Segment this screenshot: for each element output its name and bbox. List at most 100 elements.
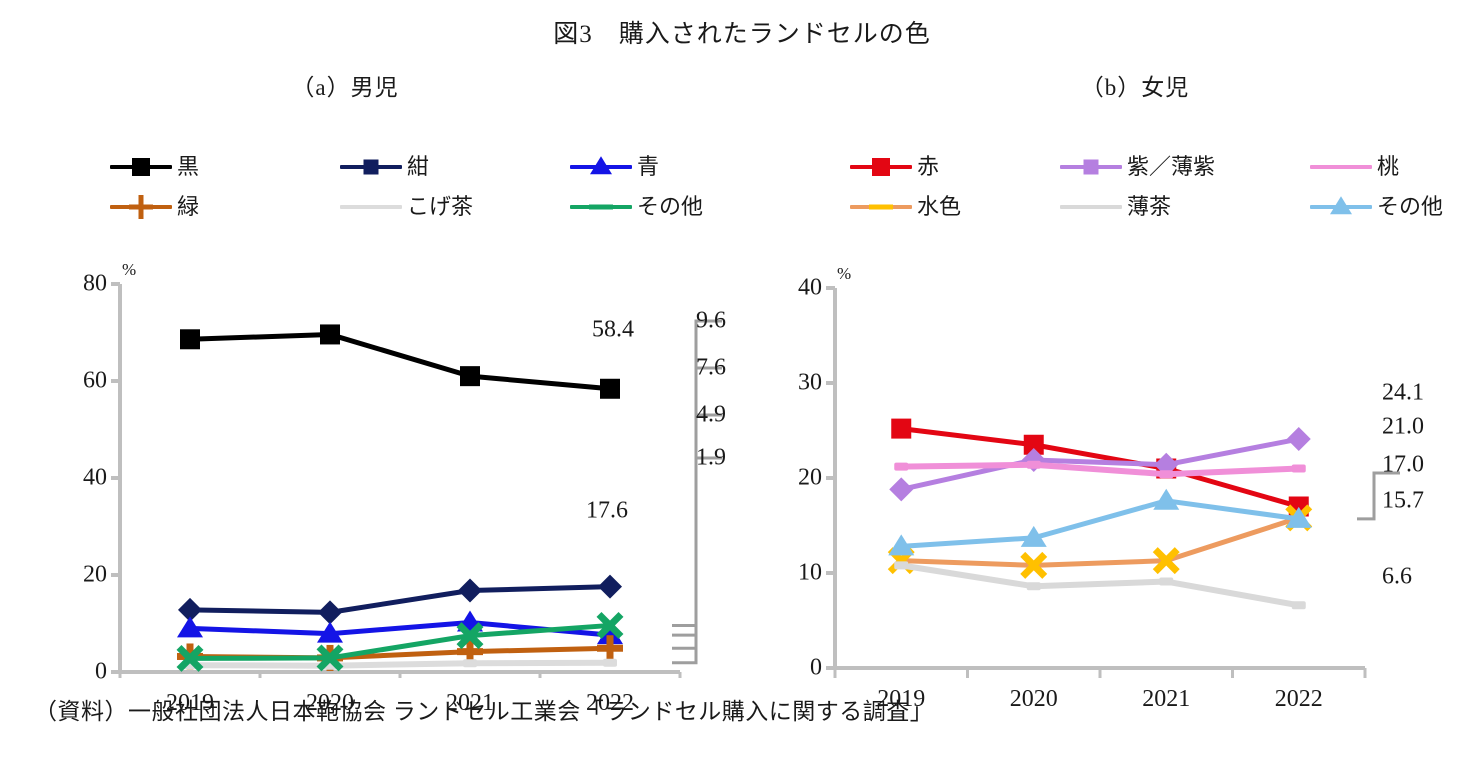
square-marker-icon [320,324,340,345]
x-marker-icon [589,204,613,210]
legend-label: 薄茶 [1127,194,1172,219]
figure-title: 図3 購入されたランドセルの色 [553,21,931,48]
series-line [189,331,611,392]
square-marker-icon [1023,434,1044,455]
legend-item-female-1[interactable]: 紫／薄紫 [1060,150,1310,184]
y-axis-tick-label: 0 [95,658,107,685]
series-2 [894,460,1306,479]
diamond-marker-icon [598,574,622,599]
diamond-marker-icon [889,477,914,502]
legend-item-female-3[interactable]: 水色 [850,190,1060,224]
series-line [189,659,611,669]
legend-item-male-0[interactable]: 黒 [110,150,340,184]
legend-marker [110,154,172,180]
x-marker-icon [316,644,344,672]
triangle-marker-icon [177,616,203,638]
series-0 [180,324,620,399]
legend-marker [1060,154,1122,180]
y-axis-unit: % [837,264,852,283]
x-marker-icon [456,622,484,650]
legend-marker [340,154,402,180]
data-label-黒: 58.4 [592,316,634,343]
legend-marker [850,154,912,180]
source-note: （資料）一般社団法人日本鞄協会 ランドセル工業会「ランドセル購入に関する調査」 [34,699,934,724]
data-label-青: 7.6 [696,354,726,381]
legend-label: 水色 [917,194,962,219]
diamond-marker-icon [1286,427,1311,452]
legend-line [1060,205,1122,209]
legend-female: 赤 紫／薄紫 桃水色 薄茶 その他 [850,150,1484,224]
legend-item-female-2[interactable]: 桃 [1310,150,1484,184]
panel-b-title: （b）女児 [1080,75,1190,100]
line-marker-icon [894,462,909,471]
diamond-marker-icon [178,597,202,622]
data-label-緑: 4.9 [696,401,726,428]
data-label-桃: 21.0 [1382,413,1424,440]
series-line [900,562,1300,609]
legend-label: 紺 [407,154,430,179]
panel-male: （a）男児 黒 紺 青緑 こげ茶 その他 % 0 20 40 60 80 2019 2020 2021 2… [20,58,760,716]
legend-marker [570,194,632,220]
legend-male: 黒 紺 青緑 こげ茶 その他 [110,150,800,224]
x-axis-tick-label: 2022 [1274,686,1323,712]
y-axis-tick-label: 60 [83,367,107,394]
line-marker-icon [894,561,909,570]
chart-male: % 0 20 40 60 80 2019 2020 2021 2022 58.4 17.6 9.6 7.6… [20,258,760,716]
series-4 [894,561,1306,610]
callout-leader-line [672,456,722,665]
triangle-marker-icon [1330,196,1352,215]
legend-item-male-2[interactable]: 青 [570,150,800,184]
triangle-marker-icon [317,621,343,643]
x-marker-icon [1152,547,1180,575]
line-marker-icon [1291,464,1306,473]
x-marker-icon [869,204,893,210]
square-marker-icon [460,366,480,387]
plus-marker-icon [606,635,614,662]
legend-item-female-0[interactable]: 赤 [850,150,1060,184]
legend-label: 青 [637,154,660,179]
series-line [900,436,1300,492]
legend-line [340,205,402,209]
legend-item-female-4[interactable]: 薄茶 [1060,190,1310,224]
series-1 [889,427,1311,502]
legend-item-male-1[interactable]: 紺 [340,150,570,184]
y-axis-tick-label: 40 [798,274,822,301]
square-marker-icon [132,158,150,176]
line-marker-icon [1291,601,1306,610]
diamond-marker-icon [363,159,379,175]
legend-item-female-5[interactable]: その他 [1310,190,1484,224]
legend-item-male-5[interactable]: その他 [570,190,800,224]
x-axis-tick-label: 2019 [877,686,926,712]
legend-line [1310,165,1372,169]
legend-item-male-3[interactable]: 緑 [110,190,340,224]
line-marker-icon [1026,582,1041,591]
diamond-marker-icon [1021,447,1046,472]
data-label-その他: 15.7 [1382,487,1424,514]
x-axis-tick-label: 2020 [1009,686,1058,712]
triangle-marker-icon [1285,506,1312,528]
triangle-marker-icon [1153,488,1180,510]
y-axis-unit: % [122,260,137,279]
line-marker-icon [603,658,617,667]
legend-label: その他 [1377,194,1444,219]
x-axis-tick-label: 2019 [166,690,214,716]
legend-item-male-4[interactable]: こげ茶 [340,190,570,224]
square-marker-icon [600,378,620,399]
diamond-marker-icon [458,578,482,603]
triangle-marker-icon [590,156,612,175]
triangle-marker-icon [1020,525,1047,547]
legend-marker [570,154,632,180]
square-marker-icon [872,158,890,176]
line-marker-icon [1026,460,1041,469]
series-line [901,498,1300,549]
x-marker-icon [596,611,624,639]
x-axis-tick-label: 2022 [586,690,634,716]
panel-a-title: （a）男児 [291,75,399,100]
series-line [189,584,611,615]
legend-label: 緑 [177,194,200,219]
legend-marker [1310,154,1372,180]
legend-marker [850,194,912,220]
data-label-紺: 17.6 [586,497,628,524]
legend-label: こげ茶 [407,194,474,219]
